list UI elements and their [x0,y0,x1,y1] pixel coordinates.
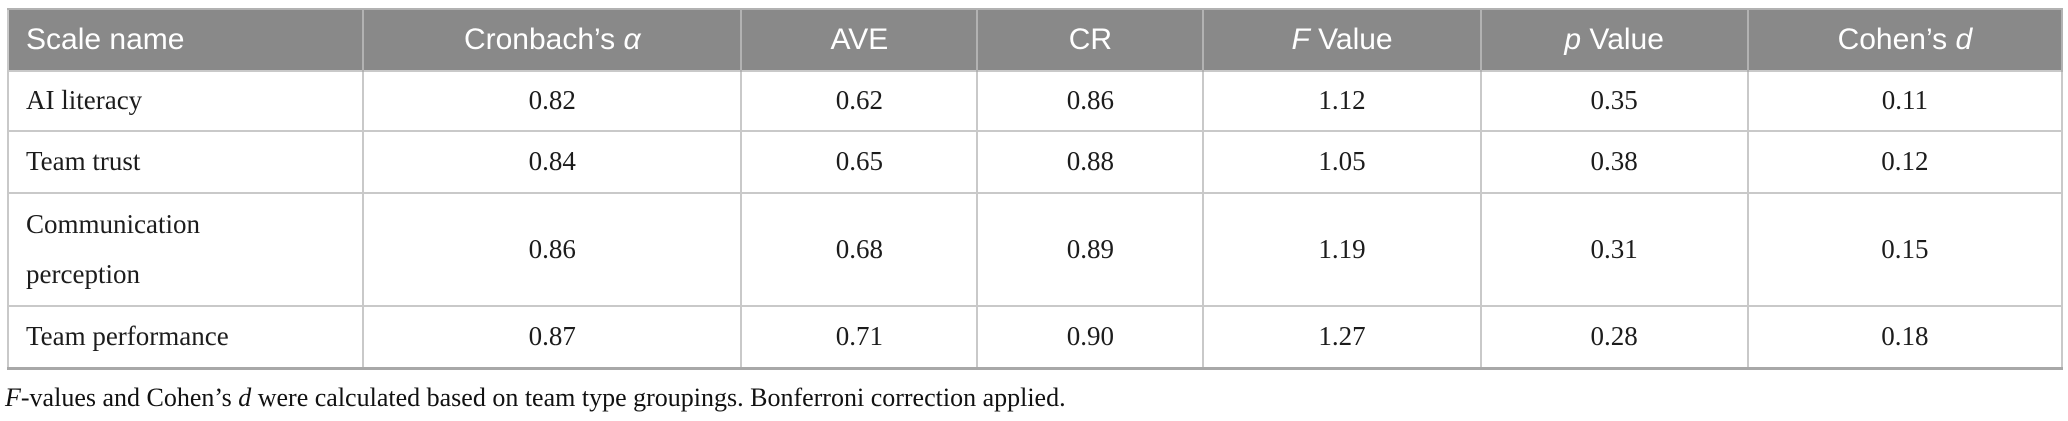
cell-scale-name: AI literacy [8,70,365,132]
header-cronbachs-alpha: Cronbach’s α [362,9,743,71]
header-label: Cohen’s [1837,23,1956,56]
header-f-value: F Value [1202,9,1482,71]
footnote-italic-f: F [5,383,21,412]
table-footnote: F-values and Cohen’s d were calculated b… [5,381,2055,415]
cell-cr: 0.90 [976,305,1205,369]
footnote-text: were calculated based on team type group… [251,383,1066,412]
header-label: AVE [830,23,889,56]
cell-f-value: 1.27 [1202,305,1482,369]
table-row: Communication perception 0.86 0.68 0.89 … [8,192,2064,307]
cell-cohens-d: 0.12 [1746,130,2064,194]
cell-f-value: 1.19 [1202,192,1482,307]
cell-ave: 0.71 [740,305,979,369]
cell-scale-name: Team trust [8,130,365,194]
table-row: Team trust 0.84 0.65 0.88 1.05 0.38 0.12 [8,130,2064,194]
header-label: Value [1309,23,1393,56]
cell-p-value: 0.31 [1479,192,1749,307]
header-label: Scale name [26,23,185,56]
header-p-value: p Value [1479,9,1749,71]
cell-cr: 0.86 [976,70,1205,132]
cell-ave: 0.68 [740,192,979,307]
header-label: CR [1068,23,1113,56]
cell-cronbachs-alpha: 0.87 [362,305,743,369]
cell-p-value: 0.28 [1479,305,1749,369]
cell-cronbachs-alpha: 0.82 [362,70,743,132]
table-header-row: Scale name Cronbach’s α AVE CR F Value p… [8,9,2064,71]
table-body: AI literacy 0.82 0.62 0.86 1.12 0.35 0.1… [8,70,2064,369]
cell-cronbachs-alpha: 0.86 [362,192,743,307]
cell-f-value: 1.12 [1202,70,1482,132]
header-label-italic: p [1564,23,1582,56]
table-row: AI literacy 0.82 0.62 0.86 1.12 0.35 0.1… [8,70,2064,132]
cell-p-value: 0.35 [1479,70,1749,132]
cell-cronbachs-alpha: 0.84 [362,130,743,194]
cell-scale-name: Communication perception [8,192,365,307]
cell-cr: 0.89 [976,192,1205,307]
header-ave: AVE [740,9,979,71]
cell-cohens-d: 0.18 [1746,305,2064,369]
cell-f-value: 1.05 [1202,130,1482,194]
cell-ave: 0.62 [740,70,979,132]
footnote-italic-d: d [238,383,252,412]
header-label-italic: d [1955,23,1973,56]
header-scale-name: Scale name [8,9,365,71]
footnote-text: -values and Cohen’s [20,383,239,412]
header-label: Value [1581,23,1664,56]
cell-cohens-d: 0.11 [1746,70,2064,132]
header-label-italic: α [623,23,641,56]
table-row: Team performance 0.87 0.71 0.90 1.27 0.2… [8,305,2064,369]
cell-cohens-d: 0.15 [1746,192,2064,307]
cell-ave: 0.65 [740,130,979,194]
cell-p-value: 0.38 [1479,130,1749,194]
cell-cr: 0.88 [976,130,1205,194]
header-cr: CR [976,9,1205,71]
cell-scale-name: Team performance [8,305,365,369]
reliability-stats-table: Scale name Cronbach’s α AVE CR F Value p… [7,8,2064,370]
header-cohens-d: Cohen’s d [1746,9,2064,71]
header-label: Cronbach’s [463,23,624,56]
header-label-italic: F [1291,23,1310,56]
